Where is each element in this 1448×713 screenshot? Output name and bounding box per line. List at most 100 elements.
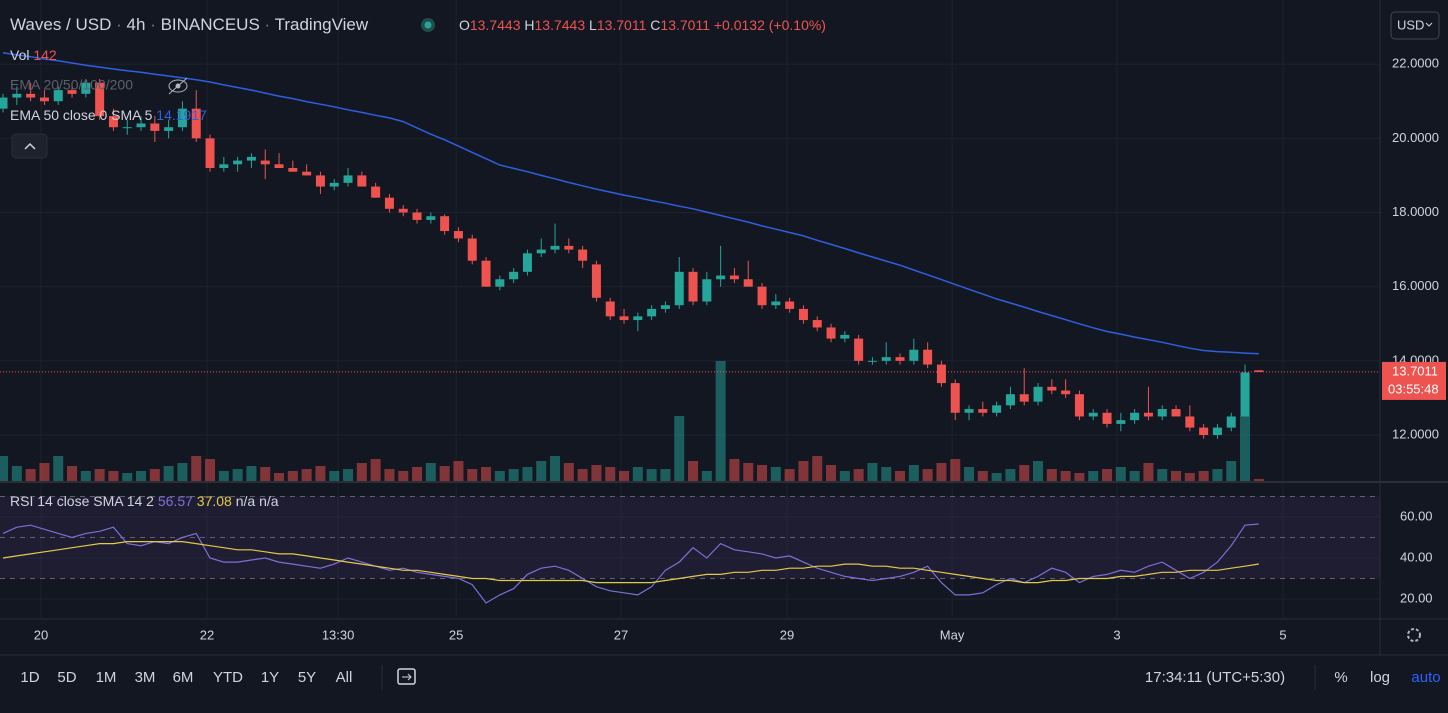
range-button[interactable]: 1Y — [261, 669, 279, 686]
x-tick-label: May — [940, 627, 965, 642]
candle-body — [26, 93, 36, 98]
candle-body — [1074, 394, 1084, 417]
volume-bar — [205, 459, 216, 481]
volume-bar — [163, 466, 174, 481]
currency-button[interactable] — [1390, 11, 1440, 40]
volume — [0, 361, 1264, 481]
candle-body — [992, 405, 1002, 413]
volume-bar — [715, 361, 726, 481]
candle-body — [674, 271, 684, 306]
volume-bar — [798, 461, 809, 481]
volume-bar — [660, 469, 671, 481]
candle-body — [757, 286, 767, 306]
volume-bar — [729, 459, 740, 481]
candle-body — [302, 171, 312, 176]
candle-body — [384, 197, 394, 209]
volume-bar — [991, 473, 1002, 481]
candle-body — [495, 279, 505, 287]
range-button[interactable]: 6M — [173, 669, 194, 686]
clock: 17:34:11 (UTC+5:30) — [1145, 669, 1285, 686]
candle-body — [108, 116, 118, 128]
volume-bar — [53, 456, 64, 481]
range-button[interactable]: 5Y — [298, 669, 316, 686]
candle-body — [440, 216, 450, 232]
percent-toggle[interactable]: % — [1334, 669, 1347, 686]
ema-hidden-legend: EMA 20/50/100/200 — [10, 77, 133, 93]
volume-bar — [1184, 473, 1195, 481]
candle-body — [1005, 394, 1015, 406]
volume-bar — [688, 461, 699, 481]
volume-bar — [425, 463, 436, 481]
volume-bar — [977, 471, 988, 481]
candle-body — [936, 364, 946, 384]
settings-icon[interactable] — [1407, 628, 1421, 642]
date-range-icon[interactable] — [397, 668, 416, 685]
hide-icon[interactable] — [168, 77, 188, 95]
symbol-header: Waves / USD · 4h · BINANCEUS · TradingVi… — [10, 15, 369, 34]
interval: 4h — [127, 15, 146, 34]
candle-body — [1199, 427, 1209, 436]
volume-bar — [0, 456, 9, 481]
y-tick-label: 40.00 — [1400, 549, 1433, 564]
volume-bar — [646, 469, 657, 481]
eye — [168, 79, 188, 93]
ohlc-value: 13.7443 — [470, 17, 521, 33]
candle-body — [1061, 390, 1071, 395]
log-toggle[interactable]: log — [1370, 669, 1390, 686]
volume-bar — [274, 473, 285, 481]
candle-body — [1102, 412, 1112, 424]
volume-bar — [1240, 416, 1251, 481]
candle-body — [233, 160, 243, 165]
ohlc-label: O — [459, 17, 470, 33]
volume-bar — [177, 463, 188, 481]
rsi-band — [0, 496, 1380, 579]
candle-body — [1171, 409, 1181, 417]
volume-bar — [1226, 461, 1237, 481]
range-button[interactable]: All — [336, 669, 353, 686]
range-button[interactable]: 3M — [135, 669, 156, 686]
candle-body — [246, 156, 256, 161]
separator: · — [116, 15, 122, 34]
x-tick-label: 25 — [449, 627, 463, 642]
volume-bar — [591, 465, 602, 481]
candle-body — [743, 279, 753, 287]
volume-bar — [812, 456, 823, 481]
volume-bar — [80, 471, 91, 481]
volume-bar — [149, 469, 160, 481]
candle-body — [578, 249, 588, 261]
candle-body — [1240, 372, 1250, 417]
candle-body — [136, 123, 146, 128]
volume-bar — [757, 465, 768, 481]
collapse-button[interactable] — [11, 133, 48, 159]
volume-bar — [356, 463, 367, 481]
volume-bar — [453, 461, 464, 481]
candle-body — [771, 301, 781, 306]
candle-body — [923, 349, 933, 365]
currency[interactable]: USD — [1397, 17, 1424, 32]
range-button[interactable]: 1D — [20, 669, 39, 686]
candle-body — [260, 160, 270, 165]
ema-label: EMA 50 close 0 SMA 5 — [10, 107, 153, 123]
candle-body — [978, 409, 988, 413]
change-pct: (+0.10%) — [769, 17, 826, 33]
range-button[interactable]: 5D — [57, 669, 76, 686]
candle-body — [122, 127, 132, 129]
collapse-icon — [24, 142, 36, 150]
volume-bar — [1253, 478, 1264, 481]
auto-toggle[interactable]: auto — [1411, 669, 1440, 686]
range-button[interactable]: YTD — [213, 669, 243, 686]
status-dot — [424, 21, 432, 29]
volume-bar — [1115, 467, 1126, 481]
volume-bar — [1198, 471, 1209, 481]
candle-body — [12, 93, 22, 98]
symbol: Waves / USD — [10, 15, 111, 34]
candle-body — [371, 186, 381, 198]
candle-body — [481, 260, 491, 287]
toolbar: 1D 5D 1M 3M 6M YTD 1Y 5Y All — [20, 669, 352, 686]
candle-body — [812, 320, 822, 328]
candle-body — [467, 238, 477, 261]
range-button[interactable]: 1M — [96, 669, 117, 686]
volume-bar — [1171, 471, 1182, 481]
x-tick-label: 20 — [34, 627, 48, 642]
candle-body — [398, 208, 408, 213]
